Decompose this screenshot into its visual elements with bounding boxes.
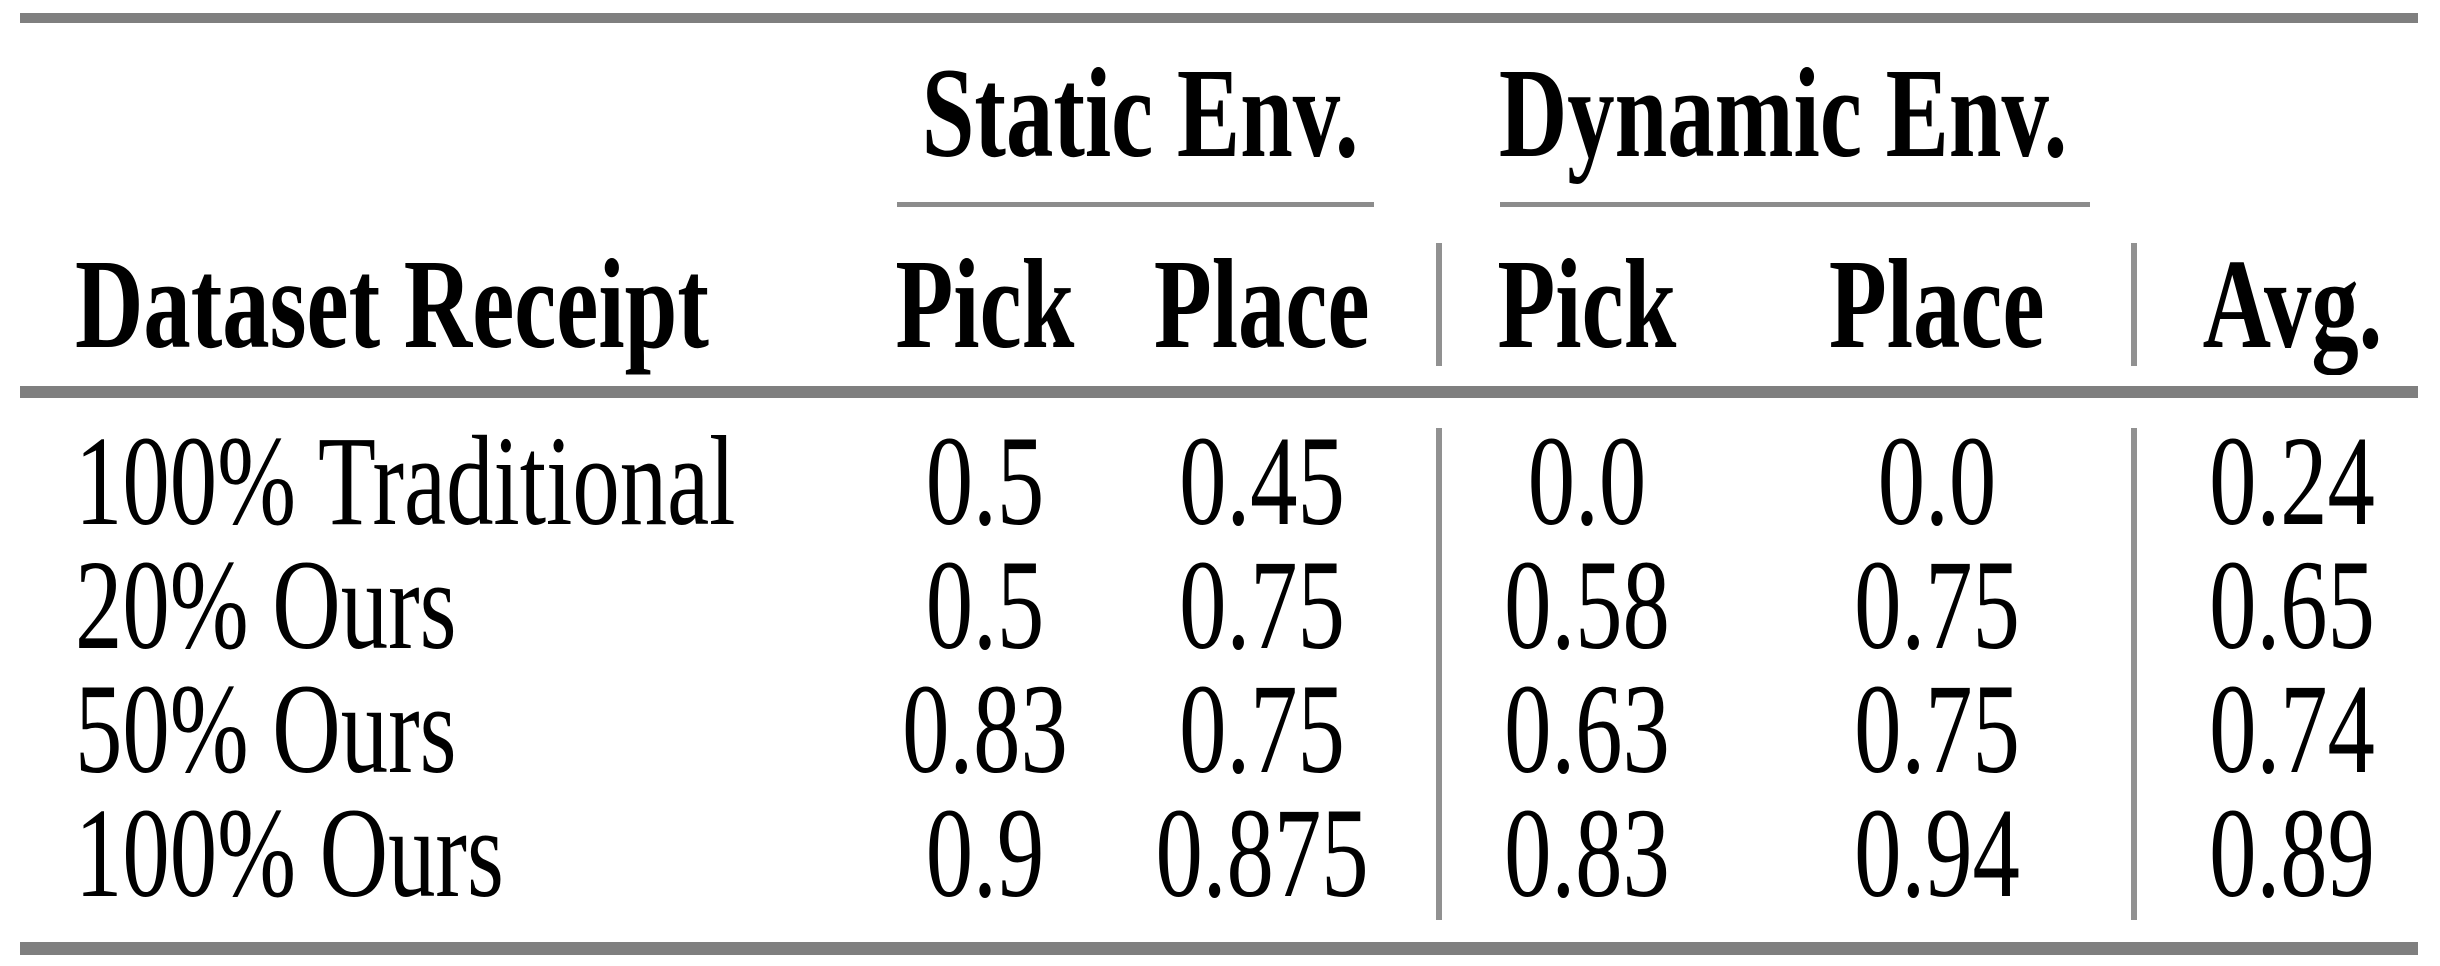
value: 0.0 [1527, 410, 1646, 552]
static-pick-cell: 0.83 [880, 658, 1090, 800]
static-pick-cell: 0.9 [880, 782, 1090, 924]
avg-cell: 0.74 [2134, 658, 2418, 800]
table-row: 20% Ours 0.5 0.75 0.58 0.75 0.65 [20, 534, 2418, 676]
value: 0.45 [1178, 410, 1345, 552]
value: 0.63 [1503, 658, 1670, 800]
table-row: 50% Ours 0.83 0.75 0.63 0.75 0.74 [20, 658, 2418, 800]
value: 0.24 [2209, 410, 2375, 552]
static-place-cell: 0.45 [1090, 410, 1433, 552]
header-avg-label: Avg. [2202, 232, 2382, 375]
header-dynamic-place-label: Place [1829, 232, 2045, 375]
avg-cell: 0.24 [2134, 410, 2418, 552]
column-header-row: Dataset Receipt Pick Place Pick Place Av… [20, 207, 2418, 386]
static-pick-cell: 0.5 [880, 534, 1090, 676]
avg-cell: 0.89 [2134, 782, 2418, 924]
value: 0.58 [1503, 534, 1670, 676]
static-place-cell: 0.75 [1090, 658, 1433, 800]
avg-cell: 0.65 [2134, 534, 2418, 676]
row-label: 50% Ours [75, 658, 457, 800]
row-label: 20% Ours [75, 534, 457, 676]
header-avg: Avg. [2134, 221, 2418, 386]
column-group-header-row: Static Env. Dynamic Env. [20, 23, 2418, 202]
value: 0.75 [1178, 534, 1345, 676]
column-separator-1-body [1436, 428, 1442, 920]
static-place-cell: 0.875 [1090, 782, 1433, 924]
static-place-cell: 0.75 [1090, 534, 1433, 676]
dynamic-place-cell: 0.75 [1740, 658, 2134, 800]
header-dynamic-pick-label: Pick [1497, 232, 1676, 375]
row-label: 100% Traditional [75, 410, 736, 552]
dynamic-place-cell: 0.0 [1740, 410, 2134, 552]
dynamic-pick-cell: 0.58 [1433, 534, 1740, 676]
dynamic-pick-cell: 0.83 [1433, 782, 1740, 924]
dynamic-env-label: Dynamic Env. [1499, 41, 2068, 184]
value: 0.875 [1154, 782, 1369, 924]
value: 0.65 [2209, 534, 2375, 676]
header-dynamic-place: Place [1740, 221, 2134, 386]
value: 0.0 [1877, 410, 1997, 552]
dynamic-env-group-header: Dynamic Env. [1433, 23, 2134, 202]
static-env-label: Static Env. [922, 41, 1359, 184]
table-body: 100% Traditional 0.5 0.45 0.0 0.0 0.24 2… [20, 398, 2418, 942]
header-static-place-label: Place [1153, 232, 1370, 375]
group-header-spacer [2134, 23, 2418, 202]
column-separator-2-body [2131, 428, 2137, 920]
static-env-group-header: Static Env. [880, 23, 1433, 202]
header-static-place: Place [1090, 221, 1433, 386]
static-pick-cell: 0.5 [880, 410, 1090, 552]
header-dynamic-pick: Pick [1433, 221, 1740, 386]
dynamic-pick-cell: 0.0 [1433, 410, 1740, 552]
value: 0.75 [1178, 658, 1345, 800]
row-label-cell: 100% Ours [20, 782, 880, 924]
table-row: 100% Ours 0.9 0.875 0.83 0.94 0.89 [20, 782, 2418, 924]
table-header-rule [20, 386, 2418, 398]
value: 0.83 [902, 658, 1068, 800]
table-bottom-rule [20, 942, 2418, 955]
table-top-rule [20, 13, 2418, 23]
header-dataset-receipt-label: Dataset Receipt [75, 232, 709, 375]
value: 0.74 [2209, 658, 2375, 800]
dynamic-env-cmidrule [1500, 202, 2090, 207]
value: 0.83 [1503, 782, 1670, 924]
group-header-spacer [20, 23, 880, 202]
row-label: 100% Ours [75, 782, 504, 924]
row-label-cell: 100% Traditional [20, 410, 880, 552]
column-separator-1-header [1436, 243, 1442, 366]
dynamic-place-cell: 0.75 [1740, 534, 2134, 676]
value: 0.75 [1854, 534, 2020, 676]
static-env-cmidrule [897, 202, 1374, 207]
header-static-pick: Pick [880, 221, 1090, 386]
table-row: 100% Traditional 0.5 0.45 0.0 0.0 0.24 [20, 410, 2418, 552]
header-static-pick-label: Pick [895, 232, 1075, 375]
header-dataset-receipt: Dataset Receipt [20, 221, 880, 386]
row-label-cell: 20% Ours [20, 534, 880, 676]
value: 0.5 [925, 534, 1045, 676]
value: 0.75 [1854, 658, 2020, 800]
value: 0.9 [925, 782, 1045, 924]
row-label-cell: 50% Ours [20, 658, 880, 800]
column-separator-2-header [2131, 243, 2137, 366]
value: 0.94 [1854, 782, 2020, 924]
value: 0.5 [925, 410, 1045, 552]
dynamic-place-cell: 0.94 [1740, 782, 2134, 924]
dynamic-pick-cell: 0.63 [1433, 658, 1740, 800]
value: 0.89 [2209, 782, 2375, 924]
